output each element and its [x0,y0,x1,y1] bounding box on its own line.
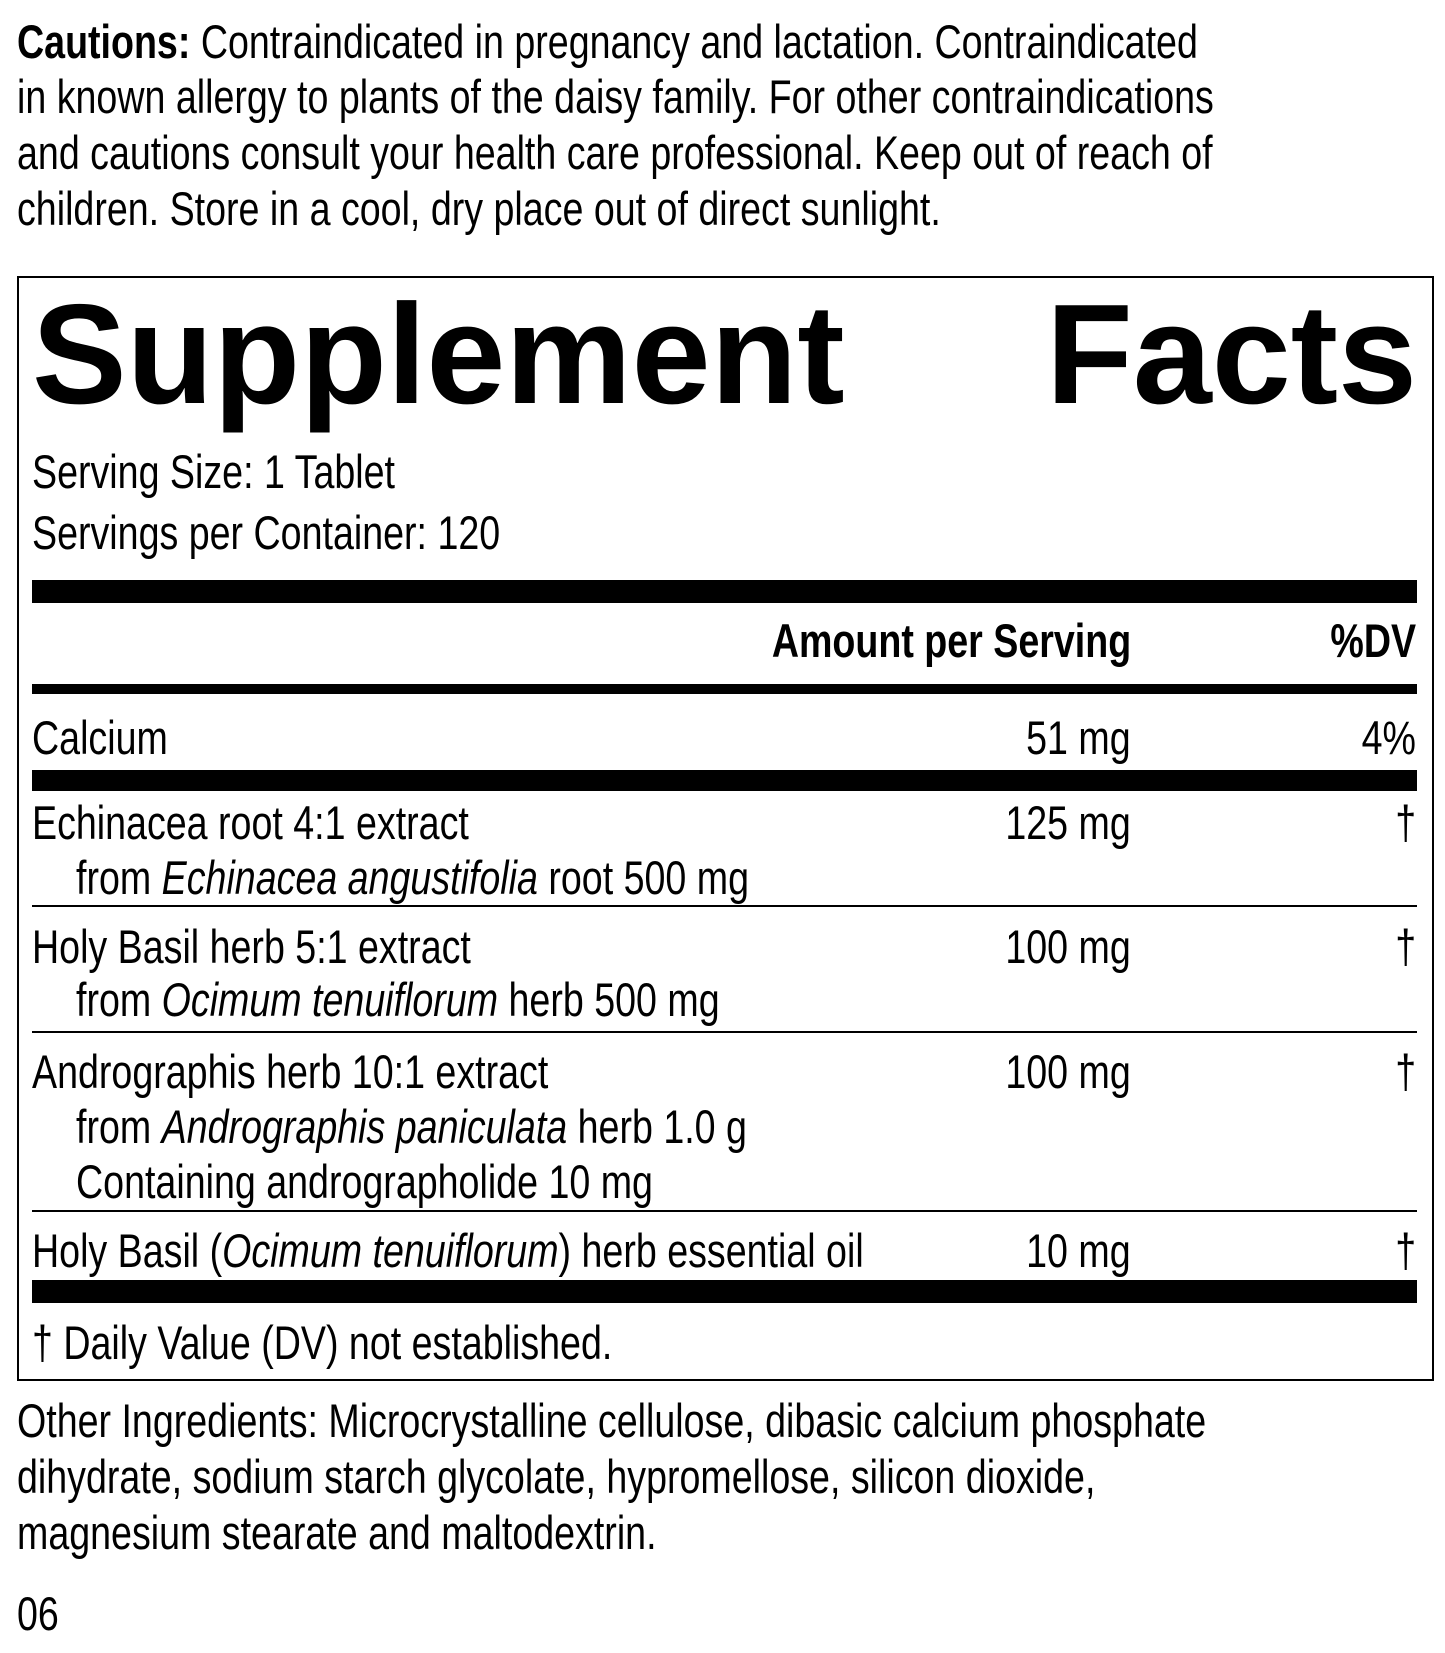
servings-per-container: Servings per Container: 120 [32,505,500,561]
row-amount: 100 mg [1006,919,1131,975]
thin-divider [32,1210,1417,1212]
row-amount: 125 mg [1006,795,1131,851]
medium-divider [32,684,1417,694]
row-name: Echinacea root 4:1 extract [32,795,469,851]
row-name: Holy Basil herb 5:1 extract [32,919,471,975]
row-source: from Andrographis paniculata herb 1.0 g [76,1099,747,1155]
row-amount: 51 mg [1026,710,1131,766]
row-source: from Ocimum tenuiflorum herb 500 mg [76,972,720,1028]
row-name: Calcium [32,710,168,766]
row-dv: † [1395,1044,1416,1100]
row-name: Holy Basil (Ocimum tenuiflorum) herb ess… [32,1223,864,1279]
row-source: from Echinacea angustifolia root 500 mg [76,850,749,906]
cautions-line: in known allergy to plants of the daisy … [17,69,1214,125]
row-amount: 100 mg [1006,1044,1131,1100]
facts-title-word2: Facts [1046,285,1417,425]
row-dv: 4% [1362,710,1416,766]
cautions-label: Cautions: [17,15,190,68]
thick-divider [32,770,1417,791]
thin-divider [32,1031,1417,1033]
thick-divider [32,580,1417,603]
thick-divider [32,1280,1417,1303]
other-ingredients-line: Other Ingredients: Microcrystalline cell… [17,1393,1206,1449]
row-constituent: Containing andrographolide 10 mg [76,1154,653,1210]
serving-size: Serving Size: 1 Tablet [32,444,395,500]
cautions-line: and cautions consult your health care pr… [17,125,1213,181]
row-dv: † [1395,1223,1416,1279]
row-dv: † [1395,795,1416,851]
header-dv: %DV [1330,613,1416,669]
footnote: † Daily Value (DV) not established. [32,1315,612,1371]
other-ingredients-line: dihydrate, sodium starch glycolate, hypr… [17,1449,1095,1505]
row-name: Andrographis herb 10:1 extract [32,1044,548,1100]
row-amount: 10 mg [1026,1223,1131,1279]
cautions-line: Cautions: Contraindicated in pregnancy a… [17,14,1198,70]
thin-divider [32,905,1417,907]
label-code: 06 [17,1586,59,1642]
row-dv: † [1395,919,1416,975]
facts-title-word1: Supplement [32,285,845,425]
cautions-line: children. Store in a cool, dry place out… [17,181,941,237]
header-amount: Amount per Serving [772,613,1131,669]
other-ingredients-line: magnesium stearate and maltodextrin. [17,1505,657,1561]
